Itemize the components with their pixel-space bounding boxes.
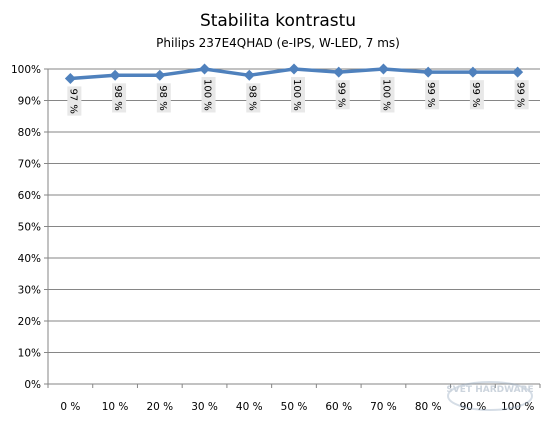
- data-label-text: 100 %: [202, 79, 213, 111]
- data-label: 99 %: [425, 80, 440, 110]
- x-tick-label: 30 %: [191, 401, 218, 413]
- data-label-bg: [246, 83, 261, 113]
- data-point: [377, 63, 389, 75]
- data-label-bg: [201, 77, 216, 113]
- y-tick-label: 0%: [24, 379, 41, 391]
- watermark-mark: SVĚT HARDWARE: [446, 381, 534, 411]
- data-label-text: 99 %: [336, 82, 347, 107]
- data-label-text: 99 %: [515, 82, 526, 107]
- data-label: 98 %: [112, 83, 127, 113]
- data-point: [199, 63, 211, 75]
- y-tick-label: 60%: [18, 190, 41, 202]
- y-tick-label: 40%: [18, 253, 41, 265]
- x-tick-label: 50 %: [281, 401, 308, 413]
- watermark-text: SVĚT HARDWARE: [446, 383, 533, 395]
- x-tick-label: 10 %: [102, 401, 129, 413]
- x-tick-label: 70 %: [370, 401, 397, 413]
- data-label-bg: [335, 80, 350, 110]
- x-axis-labels: 0 % 10 % 20 % 30 % 40 % 50 % 60 % 70 % 80 % 90 % 1…: [60, 401, 534, 413]
- data-point: [154, 69, 166, 81]
- data-label: 98 %: [156, 83, 171, 113]
- data-label: 99 %: [469, 80, 484, 110]
- data-label-text: 97 %: [67, 88, 78, 113]
- data-label-bg: [156, 83, 171, 113]
- data-label-text: 98 %: [157, 85, 168, 110]
- data-point: [64, 72, 76, 84]
- data-label-bg: [112, 83, 127, 113]
- data-label: 99 %: [335, 80, 350, 110]
- data-label-bg: [514, 80, 529, 110]
- data-label: 100 %: [291, 77, 305, 113]
- x-tick-label: 40 %: [236, 401, 263, 413]
- data-point: [288, 63, 300, 75]
- y-tick-label: 20%: [18, 316, 41, 328]
- y-tick-label: 100%: [11, 64, 41, 76]
- gridlines: [48, 68, 540, 385]
- data-label-text: 100 %: [380, 79, 391, 111]
- y-tick-label: 50%: [18, 222, 41, 234]
- data-labels: 97 % 98 % 98 % 100 % 98 % 100 % 99 % 100 % 99 % 9…: [67, 77, 529, 116]
- data-label-text: 100 %: [291, 79, 302, 111]
- data-label-text: 99 %: [470, 82, 481, 107]
- data-point: [109, 69, 121, 81]
- data-label-bg: [67, 86, 82, 116]
- data-label: 97 %: [67, 86, 82, 116]
- y-axis-labels: 0% 10% 20% 30% 40% 50% 60% 70% 80% 90% 100%: [11, 64, 41, 391]
- x-tick-label: 60 %: [325, 401, 352, 413]
- y-tick-label: 30%: [18, 285, 41, 297]
- y-tick-label: 80%: [18, 127, 41, 139]
- x-tick-label: 80 %: [415, 401, 442, 413]
- data-point: [467, 66, 479, 78]
- data-label: 99 %: [514, 80, 529, 110]
- watermark-logo: SVĚT HARDWARE: [446, 381, 534, 411]
- data-point: [333, 66, 345, 78]
- data-label: 100 %: [380, 77, 395, 113]
- data-label-text: 98 %: [112, 85, 123, 110]
- x-tick-label: 90 %: [460, 401, 487, 413]
- data-label: 100 %: [201, 77, 216, 113]
- x-tick-label: 0 %: [60, 401, 80, 413]
- data-label-bg: [425, 80, 440, 110]
- x-tick-label: 20 %: [146, 401, 173, 413]
- data-label-text: 99 %: [425, 82, 436, 107]
- data-point: [243, 69, 255, 81]
- axes: [44, 68, 541, 388]
- series-line: [64, 63, 524, 84]
- data-label-bg: [469, 80, 484, 110]
- data-point: [422, 66, 434, 78]
- y-tick-label: 90%: [18, 96, 41, 108]
- y-tick-label: 10%: [18, 348, 41, 360]
- data-label-bg: [380, 77, 395, 113]
- chart-title: Stabilita kontrastu: [200, 11, 356, 31]
- data-label: 98 %: [246, 83, 261, 113]
- watermark-swoosh: [447, 381, 533, 411]
- data-label-text: 98 %: [246, 85, 257, 110]
- chart-subtitle: Philips 237E4QHAD (e-IPS, W-LED, 7 ms): [156, 36, 400, 50]
- x-tick-label: 100 %: [501, 401, 534, 413]
- y-tick-label: 70%: [18, 159, 41, 171]
- data-label-bg: [291, 77, 305, 113]
- data-point: [512, 66, 524, 78]
